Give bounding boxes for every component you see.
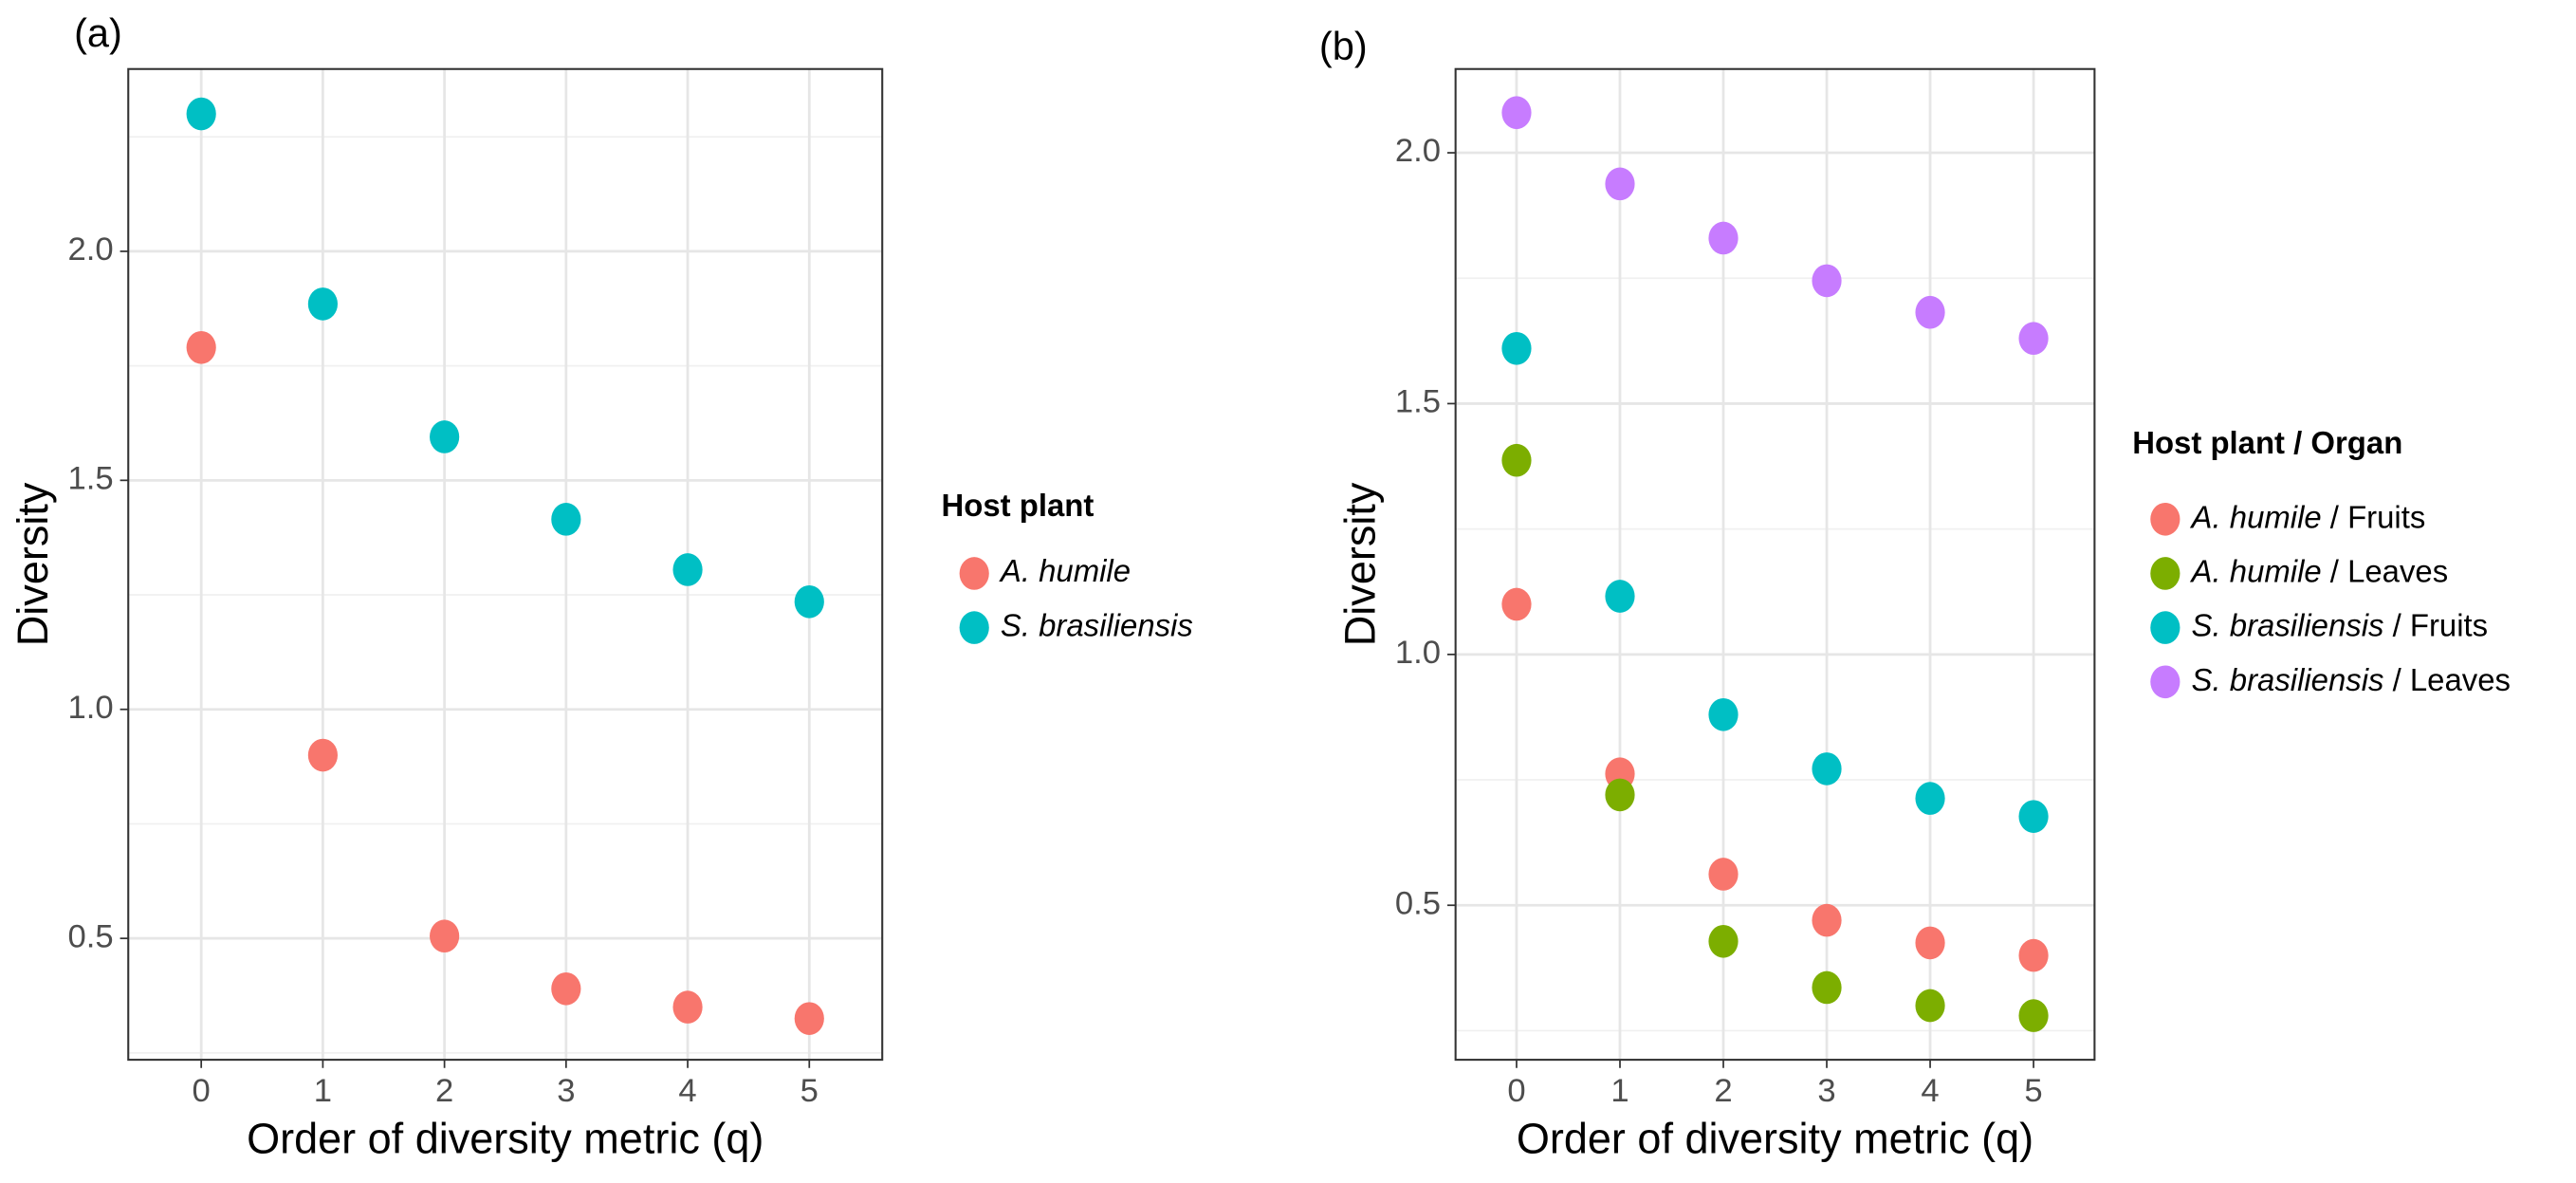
point <box>2018 322 2049 356</box>
point <box>1812 264 1842 298</box>
legend-entry: S. brasiliensis / Fruits <box>2192 607 2489 642</box>
x-tick-label: 0 <box>1507 1073 1525 1109</box>
point <box>1501 587 1532 621</box>
y-axis-title: Diversity <box>9 482 57 646</box>
point <box>1708 221 1739 255</box>
point <box>794 1002 824 1035</box>
point <box>1501 331 1532 365</box>
legend-title: Host plant / Organ <box>2132 425 2402 460</box>
legend-title: Host plant <box>942 488 1095 523</box>
point <box>1915 926 1945 960</box>
point <box>672 990 703 1024</box>
x-tick-label: 3 <box>1817 1073 1835 1109</box>
legend-entry: S. brasiliensis / Leaves <box>2192 661 2511 696</box>
x-tick-label: 4 <box>678 1073 696 1109</box>
x-tick-label: 4 <box>1921 1073 1939 1109</box>
legend-key <box>2150 557 2180 590</box>
legend-entry: A. humile <box>999 553 1131 588</box>
point <box>794 584 824 619</box>
legend-entry: A. humile / Fruits <box>2190 499 2426 534</box>
point <box>1915 782 1945 815</box>
legend-key <box>959 611 989 644</box>
panel-label: (a) <box>74 10 122 55</box>
x-tick-label: 0 <box>193 1073 211 1109</box>
y-tick-label: 1.0 <box>68 690 114 726</box>
point <box>1708 858 1739 891</box>
point <box>307 738 338 772</box>
plot-background <box>128 68 883 1061</box>
x-tick-label: 1 <box>1610 1073 1628 1109</box>
y-tick-label: 0.5 <box>1395 885 1441 921</box>
y-tick-label: 2.0 <box>1395 133 1441 169</box>
point <box>1812 970 1842 1005</box>
point <box>1708 924 1739 958</box>
plot-frame <box>127 67 884 1062</box>
legend-key <box>2150 665 2180 699</box>
point <box>186 330 216 364</box>
x-tick-label: 5 <box>800 1073 819 1109</box>
point <box>430 420 460 453</box>
legend-key <box>2150 502 2180 536</box>
y-tick-label: 1.5 <box>1395 384 1441 420</box>
point <box>1501 443 1532 477</box>
legend-key <box>959 557 989 590</box>
x-tick-label: 2 <box>1714 1073 1732 1109</box>
legend-entry: A. humile / Leaves <box>2190 553 2449 588</box>
point <box>430 919 460 953</box>
point <box>672 553 703 586</box>
x-axis-title: Order of diversity metric (q) <box>1517 1115 2033 1163</box>
y-tick-label: 1.5 <box>68 460 114 496</box>
x-tick-label: 1 <box>314 1073 332 1109</box>
point <box>1915 295 1945 329</box>
point <box>1501 96 1532 130</box>
point <box>2018 800 2049 833</box>
point <box>186 97 216 131</box>
point <box>2018 999 2049 1032</box>
legend-key <box>2150 611 2180 644</box>
point <box>551 971 581 1006</box>
point <box>1812 752 1842 786</box>
y-tick-label: 2.0 <box>68 231 114 268</box>
point <box>1605 778 1635 812</box>
x-tick-label: 3 <box>557 1073 575 1109</box>
x-tick-label: 5 <box>2024 1073 2042 1109</box>
point <box>551 503 581 536</box>
point <box>307 287 338 321</box>
point <box>1605 167 1635 201</box>
point <box>1708 697 1739 731</box>
panel-label: (b) <box>1319 24 1368 68</box>
x-axis-title: Order of diversity metric (q) <box>247 1115 764 1163</box>
plot-frame <box>1454 67 2096 1062</box>
point <box>1605 580 1635 613</box>
point <box>2018 938 2049 972</box>
point <box>1812 903 1842 937</box>
y-tick-label: 0.5 <box>68 918 114 954</box>
x-tick-label: 2 <box>435 1073 453 1109</box>
point <box>1915 989 1945 1023</box>
legend-entry: S. brasiliensis <box>1001 607 1193 642</box>
y-axis-title: Diversity <box>1336 482 1385 646</box>
plot-background <box>1455 68 2095 1061</box>
y-tick-label: 1.0 <box>1395 635 1441 671</box>
